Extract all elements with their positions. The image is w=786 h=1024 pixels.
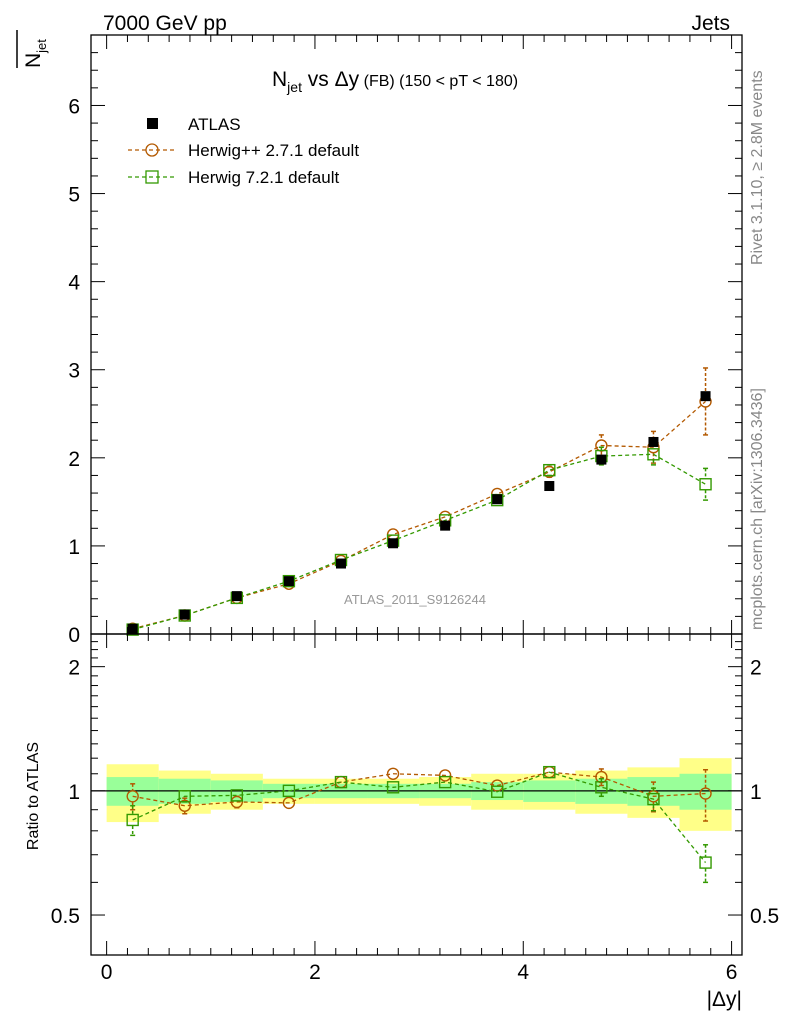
mcplots-label: mcplots.cern.ch [arXiv:1306.3436] (749, 388, 766, 630)
ratio-error-bands (91, 758, 742, 831)
point-data (127, 623, 138, 634)
title-vs: vs (302, 68, 335, 91)
title-small: (FB) (359, 73, 395, 90)
point-data (179, 609, 190, 620)
ylabel-sub: jet (34, 39, 49, 54)
ratio-tick-label-left: 2 (68, 657, 80, 680)
point-herwig_pp (438, 769, 452, 782)
point-herwig7 (230, 789, 244, 802)
title-main: N (272, 68, 287, 91)
legend: ATLAS Herwig++ 2.7.1 default Herwig 7.2.… (128, 115, 359, 187)
y-tick-label: 5 (68, 184, 80, 207)
point-herwig_pp (230, 795, 244, 809)
point-data (492, 494, 503, 505)
legend-label-herwig7: Herwig 7.2.1 default (188, 168, 339, 187)
point-herwig7 (386, 781, 400, 794)
title-range: (150 < pT < 180) (395, 73, 518, 90)
point-herwig7 (699, 478, 712, 491)
point-herwig7 (543, 765, 556, 779)
ratio-tick-label-right: 2 (750, 657, 762, 680)
series-line-herwig7 (132, 771, 707, 864)
point-herwig7 (491, 785, 504, 798)
point-herwig_pp (178, 799, 191, 812)
legend-marker-herwig-pp (145, 143, 159, 157)
x-tick-label: 6 (726, 961, 738, 984)
category-label: Jets (691, 12, 730, 35)
rivet-label: Rivet 3.1.10, ≥ 2.8M events (749, 70, 766, 265)
point-herwig7 (334, 775, 348, 789)
point-herwig7 (543, 463, 556, 477)
y-tick-label: 0 (68, 624, 80, 647)
ratio-tick-label-right: 0.5 (750, 905, 779, 928)
y-tick-label: 1 (68, 536, 80, 559)
point-herwig7 (699, 856, 712, 869)
point-herwig7 (647, 448, 660, 461)
point-herwig7 (282, 574, 296, 588)
point-data (544, 481, 555, 492)
point-data (648, 436, 659, 447)
point-herwig7 (178, 790, 191, 803)
x-tick-label: 0 (101, 961, 113, 984)
plot-title: Njet vs Δy (FB) (150 < pT < 180) (272, 68, 518, 95)
legend-marker-atlas (147, 118, 158, 129)
point-data (596, 454, 607, 465)
y-tick-label: 4 (68, 272, 80, 295)
energy-label: 7000 GeV pp (103, 12, 227, 35)
ratio-tick-label-right: 1 (750, 781, 762, 804)
axes: 0 2 4 6 0 1 2 3 4 5 6 0.5 0.5 1 1 2 2 (51, 34, 779, 984)
point-data (388, 538, 399, 549)
point-herwig7 (647, 792, 660, 806)
ratio-frame (90, 633, 743, 956)
point-data (335, 558, 346, 569)
title-sub: jet (286, 79, 302, 95)
svg-text:Njet: Njet (22, 39, 49, 68)
main-ylabel: Njet (16, 30, 49, 68)
series-line-herwig7 (132, 453, 706, 631)
legend-label-herwig-pp: Herwig++ 2.7.1 default (188, 141, 359, 160)
x-tick-label: 4 (517, 961, 529, 984)
ylabel-main: N (22, 53, 45, 68)
point-herwig_pp (595, 770, 608, 784)
ratio-tick-label-left: 0.5 (51, 905, 80, 928)
x-axis-label: |Δy| (707, 988, 742, 1011)
ratio-ylabel: Ratio to ATLAS (25, 742, 42, 850)
ratio-panel-series (126, 765, 712, 884)
point-herwig7 (438, 775, 452, 789)
point-herwig_pp (126, 790, 139, 803)
y-tick-label: 3 (68, 360, 80, 383)
legend-marker-herwig7 (145, 170, 159, 184)
legend-label-atlas: ATLAS (188, 115, 241, 134)
series-line-herwig_pp (132, 771, 706, 807)
title-delta: Δy (335, 68, 360, 91)
point-herwig_pp (386, 767, 400, 780)
ratio-tick-label-left: 1 (68, 781, 80, 804)
analysis-id: ATLAS_2011_S9126244 (344, 592, 486, 607)
point-herwig_pp (282, 796, 296, 810)
point-herwig7 (126, 813, 139, 827)
y-tick-label: 6 (68, 95, 80, 118)
point-data (231, 591, 242, 602)
y-tick-label: 2 (68, 448, 80, 471)
point-herwig7 (595, 781, 608, 794)
point-herwig_pp (699, 787, 712, 800)
x-tick-label: 2 (309, 961, 321, 984)
point-data (440, 520, 451, 531)
point-herwig7 (282, 784, 296, 798)
ratio-band-inner (679, 773, 732, 810)
main-panel-series (126, 367, 712, 636)
point-data (700, 391, 711, 402)
point-data (283, 576, 294, 587)
